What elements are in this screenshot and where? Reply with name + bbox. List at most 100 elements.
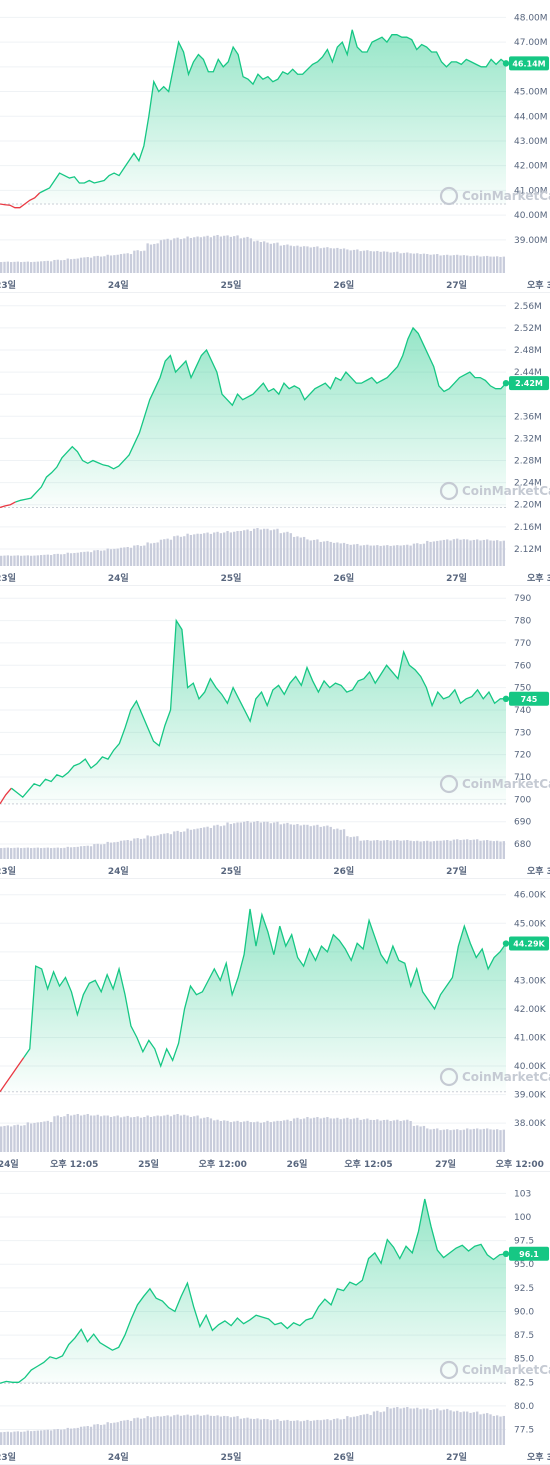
volume-bar xyxy=(312,1117,316,1152)
volume-bar xyxy=(249,1122,252,1152)
volume-bar xyxy=(312,246,316,273)
volume-bar xyxy=(209,1415,213,1445)
volume-bar xyxy=(76,846,79,859)
volume-bar xyxy=(406,252,409,273)
volume-bar xyxy=(203,1415,206,1445)
volume-bar xyxy=(339,543,342,566)
volume-bar xyxy=(66,552,69,566)
volume-bar xyxy=(272,243,276,273)
volume-bar xyxy=(436,1408,439,1445)
price-line-down xyxy=(0,1057,25,1093)
volume-bar xyxy=(396,1407,399,1445)
volume-bar xyxy=(462,1411,466,1445)
volume-bar xyxy=(183,536,186,566)
volume-bar xyxy=(253,1418,256,1445)
volume-bar xyxy=(449,1130,452,1152)
volume-bar xyxy=(356,543,359,566)
volume-bar xyxy=(13,847,16,859)
volume-bar xyxy=(129,840,133,859)
volume-bar xyxy=(452,539,456,566)
volume-bar xyxy=(309,540,312,566)
volume-bar xyxy=(96,843,99,859)
volume-bar xyxy=(386,840,389,859)
volume-bar xyxy=(406,840,409,859)
volume-bar xyxy=(442,1129,446,1152)
volume-bar xyxy=(69,259,73,273)
volume-bar xyxy=(159,539,163,566)
watermark: CoinMarketCap xyxy=(439,481,550,501)
volume-bar xyxy=(39,555,43,566)
volume-bar xyxy=(359,251,362,273)
volume-bar xyxy=(159,1416,163,1445)
volume-bar xyxy=(302,824,306,859)
x-tick-label: 26일 xyxy=(333,865,354,877)
volume-bar xyxy=(16,555,19,566)
price-line xyxy=(39,29,507,194)
volume-bar xyxy=(109,1116,113,1152)
watermark: CoinMarketCap xyxy=(439,1067,550,1087)
x-tick-label: 25일 xyxy=(221,865,242,877)
volume-bar xyxy=(289,245,292,273)
volume-bar xyxy=(379,1120,382,1152)
volume-bar xyxy=(99,844,103,859)
volume-bar xyxy=(226,531,229,566)
volume-bar xyxy=(113,842,116,859)
volume-bar xyxy=(342,248,346,273)
volume-bar xyxy=(153,835,156,859)
volume-bar xyxy=(153,1116,156,1152)
volume-bar xyxy=(406,1407,409,1445)
y-tick-label: 41.00K xyxy=(514,1033,547,1043)
volume-bar xyxy=(233,1416,236,1445)
volume-bar xyxy=(419,544,422,566)
y-tick-label: 2.12M xyxy=(514,545,542,555)
volume-bar xyxy=(326,825,329,859)
volume-bar xyxy=(316,824,319,859)
volume-bar xyxy=(136,545,139,566)
volume-bar xyxy=(9,1126,13,1152)
volume-bar xyxy=(389,252,392,273)
volume-bar xyxy=(282,1120,286,1152)
price-line xyxy=(15,326,507,503)
volume-bar xyxy=(89,552,93,566)
volume-bar xyxy=(23,261,26,273)
current-price-label: 46.14M xyxy=(512,59,545,68)
volume-bar xyxy=(86,845,89,859)
y-tick-label: 780 xyxy=(514,617,531,627)
volume-bar xyxy=(143,1418,146,1445)
volume-bar xyxy=(312,1420,316,1445)
volume-bar xyxy=(179,536,183,566)
volume-bar xyxy=(369,545,372,566)
volume-bar xyxy=(106,841,109,859)
volume-bar xyxy=(336,542,339,566)
volume-bar xyxy=(356,1117,359,1152)
volume-bar xyxy=(19,262,23,273)
volume-bar xyxy=(3,1125,6,1152)
volume-bar xyxy=(43,1121,46,1152)
volume-bar xyxy=(89,1426,93,1445)
volume-bar xyxy=(213,1120,216,1152)
y-tick-label: 47.00M xyxy=(514,38,548,48)
volume-bar xyxy=(476,255,479,273)
y-tick-label: 43.00K xyxy=(514,976,547,986)
volume-bar xyxy=(279,533,282,566)
volume-bar xyxy=(206,826,209,859)
volume-bar xyxy=(143,838,146,859)
volume-bar xyxy=(492,1415,496,1445)
volume-bar xyxy=(342,1118,346,1152)
volume-bar xyxy=(206,1117,209,1152)
volume-bar xyxy=(359,840,362,859)
volume-bar xyxy=(276,528,279,566)
volume-bar xyxy=(282,532,286,566)
volume-bar xyxy=(306,1117,309,1152)
volume-bar xyxy=(439,255,442,273)
volume-bar xyxy=(266,242,269,273)
volume-bar xyxy=(362,840,366,859)
volume-bar xyxy=(49,848,53,859)
price-area xyxy=(0,908,506,1092)
volume-bar xyxy=(189,1415,193,1445)
volume-bar xyxy=(6,1431,9,1445)
volume-bar xyxy=(396,545,399,566)
volume-bar xyxy=(33,1430,36,1445)
volume-bar xyxy=(316,246,319,273)
volume-bar xyxy=(149,836,153,859)
